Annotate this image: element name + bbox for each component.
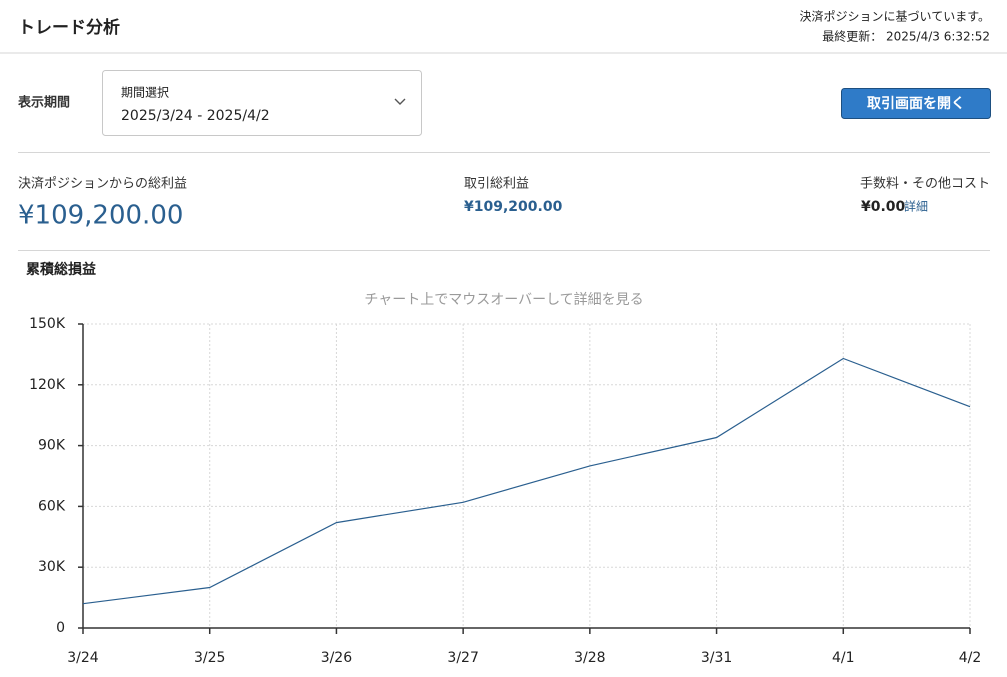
y-tick-label: 0 <box>56 620 65 636</box>
chart-hint: チャート上でマウスオーバーして詳細を見る <box>364 292 643 308</box>
x-tick-label: 3/28 <box>574 650 605 666</box>
dropdown-value: 2025/3/24 - 2025/4/2 <box>121 108 270 124</box>
x-tick-label: 3/24 <box>67 650 99 666</box>
chart-title: 累積総損益 <box>26 261 96 278</box>
period-label: 表示期間 <box>17 95 70 111</box>
y-tick-label: 90K <box>38 438 66 454</box>
metric-label: 手数料・その他コスト <box>860 177 990 192</box>
y-tick-label: 150K <box>29 316 66 332</box>
details-link[interactable]: 詳細 <box>904 199 928 214</box>
metric-value: ¥109,200.00 <box>18 201 183 231</box>
y-tick-label: 30K <box>38 559 66 575</box>
x-tick-label: 4/2 <box>959 650 982 666</box>
last-updated: 最終更新： 2025/4/3 6:32:52 <box>822 29 990 44</box>
x-tick-label: 3/27 <box>447 650 478 666</box>
metric-label: 取引総利益 <box>464 177 529 192</box>
dropdown-chevron <box>394 98 406 105</box>
line-series <box>82 357 971 605</box>
x-tick-label: 3/31 <box>701 650 732 666</box>
button-label: 取引画面を開く <box>867 96 965 112</box>
y-tick-label: 120K <box>29 377 66 393</box>
header-note: 決済ポジションに基づいています。 <box>800 9 990 24</box>
open-trade-button[interactable] <box>841 88 991 119</box>
metric-value: ¥109,200.00 <box>464 199 563 215</box>
page-title: トレード分析 <box>18 17 120 38</box>
dropdown-caption: 期間選択 <box>121 86 169 100</box>
metric-label: 決済ポジションからの総利益 <box>18 176 187 192</box>
x-tick-label: 3/26 <box>321 650 353 666</box>
x-tick-label: 3/25 <box>194 650 225 666</box>
period-dropdown[interactable] <box>102 70 422 136</box>
x-tick-label: 4/1 <box>832 650 855 666</box>
y-tick-label: 60K <box>38 498 66 514</box>
metric-value: ¥0.00 <box>861 199 906 215</box>
